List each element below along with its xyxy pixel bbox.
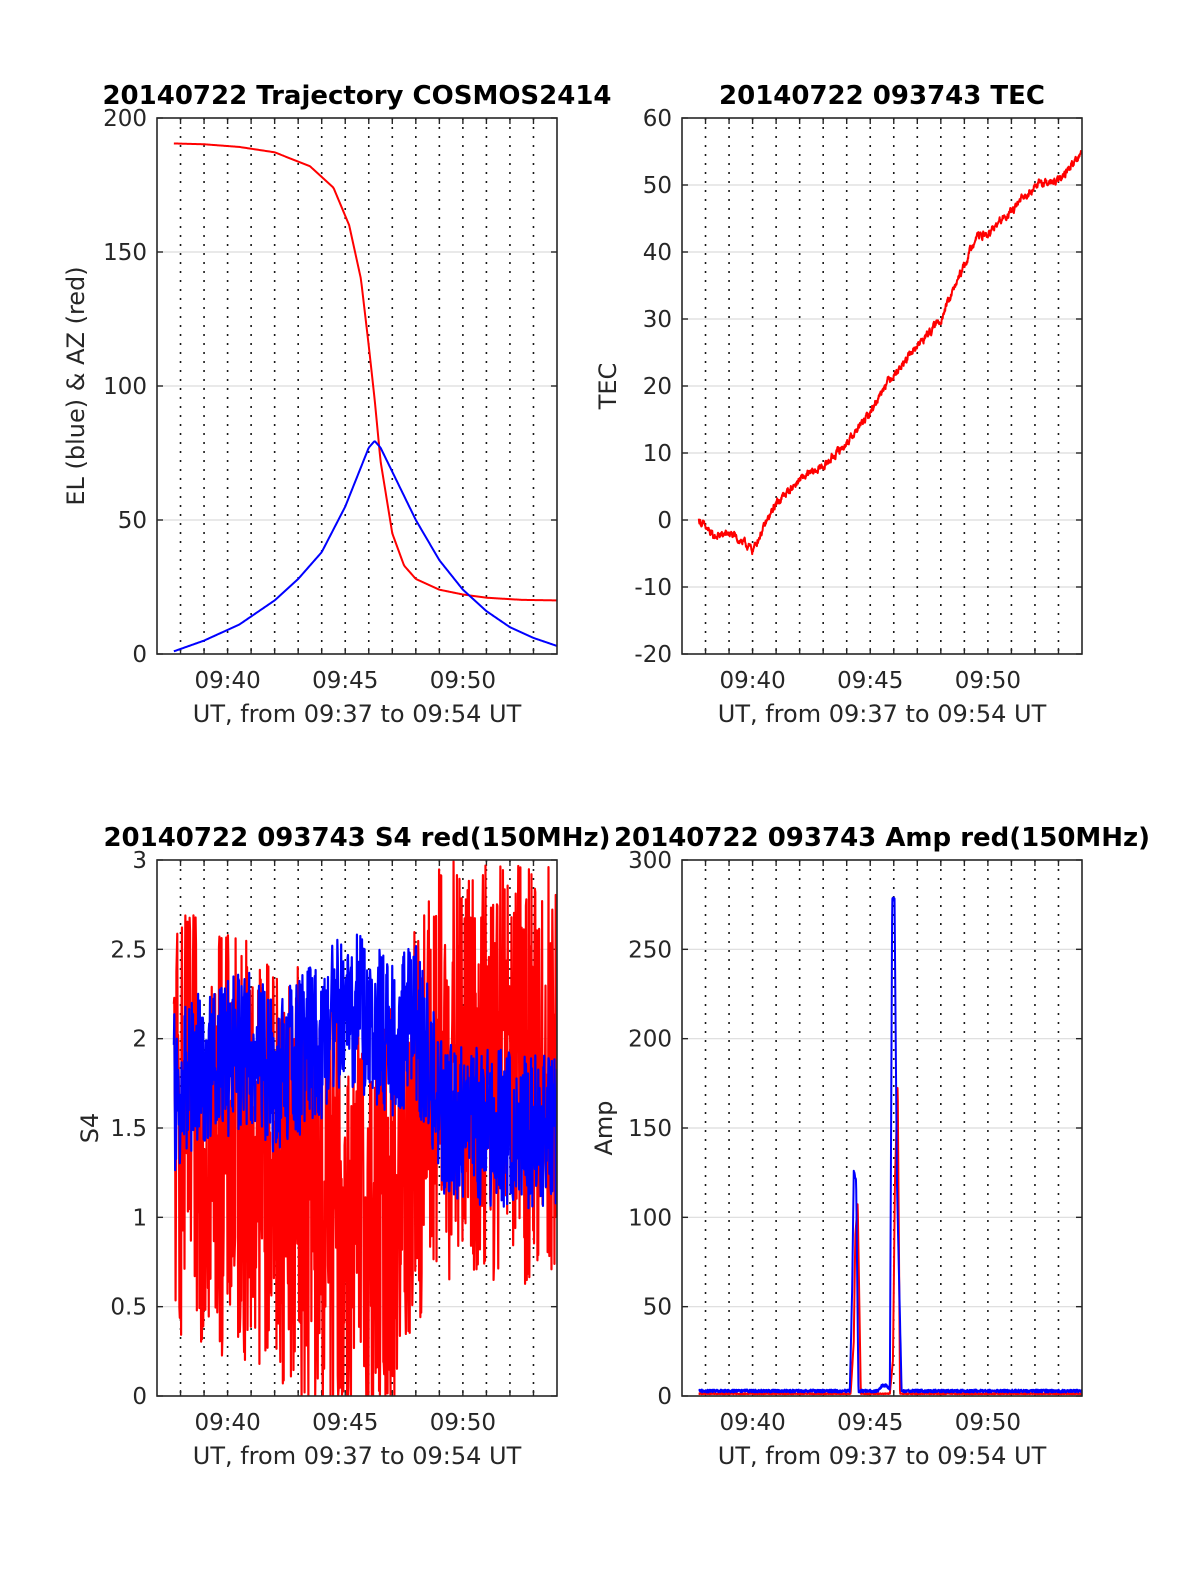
amp-title: 20140722 093743 Amp red(150MHz) (614, 823, 1150, 853)
trajectory-x-tick-label: 09:50 (430, 668, 496, 694)
trajectory-plot-layer: 0 50 100 150 200 09:40 09:45 09:50 (103, 106, 557, 694)
amp-panel: 0 50 100 150 200 250 300 09:40 09:45 09:50 201407… (590, 823, 1150, 1470)
s4-y-tick-label: 1 (132, 1205, 147, 1231)
amp-y-tick-label: 100 (628, 1205, 672, 1231)
amp-x-tick-label: 09:45 (837, 1410, 903, 1436)
s4-axes-frame (156, 859, 558, 1397)
s4-series-2-line (172, 933, 557, 1210)
amp-axes-frame (681, 859, 1083, 1397)
tec-y-tick-label: 20 (643, 374, 672, 400)
amp-y-tick-label: 150 (628, 1116, 672, 1142)
trajectory-y-tick-label: 150 (103, 240, 147, 266)
s4-title: 20140722 093743 S4 red(150MHz) (103, 823, 610, 853)
trajectory-x-tick-label: 09:45 (312, 668, 378, 694)
tec-y-tick-label: -10 (634, 575, 672, 601)
s4-y-tick-label: 1.5 (110, 1116, 147, 1142)
amp-plot-layer: 0 50 100 150 200 250 300 09:40 09:45 09:50 (628, 848, 1082, 1436)
s4-y-tick-label: 0 (132, 1384, 147, 1410)
amp-x-axis-label: UT, from 09:37 to 09:54 UT (718, 1442, 1047, 1470)
tec-plot-layer: -20 -10 0 10 20 30 40 50 60 09:40 09:45 09:50 (634, 106, 1082, 694)
s4-x-tick-label: 09:45 (312, 1410, 378, 1436)
trajectory-title: 20140722 Trajectory COSMOS2414 (102, 81, 611, 111)
s4-x-axis-label: UT, from 09:37 to 09:54 UT (193, 1442, 522, 1470)
trajectory-axes-frame (156, 117, 558, 655)
tec-panel: -20 -10 0 10 20 30 40 50 60 09:40 09:45 09:50 20140… (594, 81, 1083, 728)
tec-series-group (697, 150, 1082, 556)
s4-series-group (172, 860, 557, 1396)
s4-panel: 0 0.5 1 1.5 2 2.5 3 09:40 09:45 09:50 20140722 09… (76, 823, 611, 1470)
s4-plot-layer: 0 0.5 1 1.5 2 2.5 3 09:40 09:45 09:50 (110, 848, 557, 1436)
amp-series-2-line (698, 896, 1082, 1394)
tec-x-tick-label: 09:45 (837, 668, 903, 694)
tec-title: 20140722 093743 TEC (719, 81, 1045, 111)
amp-y-tick-label: 300 (628, 848, 672, 874)
amp-x-tick-label: 09:40 (719, 1410, 785, 1436)
trajectory-series-1-line (173, 142, 557, 602)
tec-x-tick-label: 09:50 (955, 668, 1021, 694)
trajectory-x-tick-label: 09:40 (194, 668, 260, 694)
amp-y-tick-label: 250 (628, 937, 672, 963)
trajectory-x-axis-label: UT, from 09:37 to 09:54 UT (193, 700, 522, 728)
trajectory-y-tick-label: 100 (103, 374, 147, 400)
s4-y-axis-label: S4 (76, 1113, 104, 1144)
amp-y-axis-label: Amp (590, 1100, 618, 1155)
s4-y-tick-label: 2 (132, 1027, 147, 1053)
tec-y-tick-label: 30 (643, 307, 672, 333)
tec-x-axis-label: UT, from 09:37 to 09:54 UT (718, 700, 1047, 728)
amp-y-tick-label: 50 (643, 1295, 672, 1321)
tec-y-tick-label: 40 (643, 240, 672, 266)
s4-y-tick-label: 0.5 (110, 1295, 147, 1321)
tec-series-1-line (697, 150, 1082, 556)
s4-y-tick-label: 2.5 (110, 937, 147, 963)
trajectory-y-tick-label: 200 (103, 106, 147, 132)
trajectory-panel: 0 50 100 150 200 09:40 09:45 09:50 20140722 Tra… (62, 81, 612, 728)
s4-y-tick-label: 3 (132, 848, 147, 874)
amp-y-tick-label: 0 (657, 1384, 672, 1410)
amp-x-tick-label: 09:50 (955, 1410, 1021, 1436)
s4-x-tick-label: 09:40 (194, 1410, 260, 1436)
amp-series-group (698, 896, 1082, 1396)
tec-y-tick-label: 10 (643, 441, 672, 467)
tec-x-tick-label: 09:40 (719, 668, 785, 694)
trajectory-y-axis-label: EL (blue) & AZ (red) (62, 266, 90, 505)
tec-y-tick-label: 50 (643, 173, 672, 199)
amp-y-tick-label: 200 (628, 1027, 672, 1053)
s4-x-tick-label: 09:50 (430, 1410, 496, 1436)
trajectory-series-group (173, 142, 557, 653)
tec-y-axis-label: TEC (594, 363, 622, 411)
trajectory-y-tick-label: 50 (118, 508, 147, 534)
trajectory-y-tick-label: 0 (132, 642, 147, 668)
tec-y-tick-label: 0 (657, 508, 672, 534)
trajectory-series-2-line (173, 440, 557, 653)
tec-y-tick-label: 60 (643, 106, 672, 132)
tec-axes-frame (681, 117, 1083, 655)
tec-y-tick-label: -20 (634, 642, 672, 668)
